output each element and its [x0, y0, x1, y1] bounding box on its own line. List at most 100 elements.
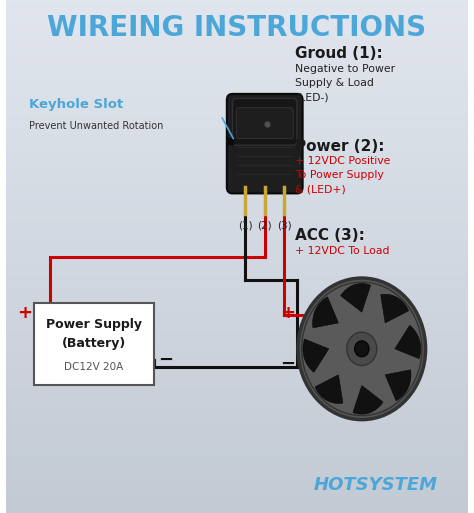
Bar: [6, 116, 468, 121]
Bar: [6, 203, 468, 207]
Bar: [6, 423, 468, 427]
Bar: [6, 259, 468, 263]
Bar: [6, 323, 468, 328]
Bar: [6, 302, 468, 306]
Bar: [6, 358, 468, 362]
Bar: [6, 17, 468, 22]
Bar: [6, 215, 468, 220]
Bar: [6, 56, 468, 61]
Bar: [6, 285, 468, 289]
Bar: [6, 90, 468, 95]
Bar: [6, 39, 468, 43]
Bar: [6, 483, 468, 487]
Bar: [6, 401, 468, 405]
Bar: [6, 314, 468, 319]
Bar: [6, 82, 468, 86]
Bar: [6, 496, 468, 500]
Bar: [6, 366, 468, 371]
Text: −: −: [280, 355, 295, 373]
Text: + 12VDC Positive
To Power Supply
& (LED+): + 12VDC Positive To Power Supply & (LED+…: [295, 156, 390, 194]
Bar: [6, 263, 468, 267]
Bar: [6, 177, 468, 181]
Text: (3): (3): [277, 220, 292, 230]
Bar: [6, 134, 468, 138]
Bar: [6, 207, 468, 211]
Text: DC12V 20A: DC12V 20A: [64, 362, 123, 372]
Bar: [6, 125, 468, 129]
Bar: [6, 151, 468, 155]
FancyBboxPatch shape: [34, 303, 154, 385]
Text: −: −: [158, 351, 173, 369]
Bar: [6, 319, 468, 323]
Bar: [6, 121, 468, 125]
Bar: [6, 414, 468, 418]
Bar: [6, 95, 468, 99]
Circle shape: [355, 341, 369, 357]
Circle shape: [302, 282, 422, 416]
Bar: [6, 409, 468, 414]
Circle shape: [298, 278, 426, 420]
Bar: [6, 341, 468, 345]
Bar: [6, 504, 468, 509]
Bar: [6, 457, 468, 461]
Text: + 12VDC To Load: + 12VDC To Load: [295, 246, 389, 256]
Bar: [6, 267, 468, 271]
Bar: [6, 47, 468, 52]
Bar: [6, 194, 468, 199]
Bar: [6, 466, 468, 470]
Bar: [6, 306, 468, 310]
Bar: [6, 444, 468, 448]
Bar: [6, 30, 468, 34]
Text: Prevent Unwanted Rotation: Prevent Unwanted Rotation: [29, 121, 164, 130]
Bar: [6, 276, 468, 280]
Bar: [6, 43, 468, 47]
Bar: [6, 237, 468, 242]
Bar: [6, 104, 468, 108]
Bar: [6, 298, 468, 302]
Bar: [6, 349, 468, 353]
Text: (2): (2): [257, 220, 272, 230]
Bar: [6, 353, 468, 358]
Text: HOTSYSTEM: HOTSYSTEM: [314, 476, 438, 494]
Bar: [6, 142, 468, 147]
Bar: [6, 384, 468, 388]
Bar: [6, 405, 468, 409]
Wedge shape: [353, 386, 383, 414]
Wedge shape: [381, 294, 409, 323]
Bar: [6, 271, 468, 276]
Text: WIREING INSTRUCTIONS: WIREING INSTRUCTIONS: [47, 14, 427, 42]
Bar: [6, 431, 468, 436]
Bar: [6, 440, 468, 444]
Bar: [6, 397, 468, 401]
Bar: [6, 86, 468, 90]
Bar: [6, 108, 468, 112]
Bar: [6, 9, 468, 13]
Bar: [6, 228, 468, 233]
Bar: [6, 461, 468, 466]
Bar: [6, 362, 468, 366]
Bar: [6, 379, 468, 384]
Bar: [6, 254, 468, 259]
Bar: [6, 491, 468, 496]
Bar: [6, 250, 468, 254]
Bar: [6, 242, 468, 246]
Bar: [6, 185, 468, 190]
Bar: [6, 487, 468, 491]
Text: Groud (1):: Groud (1):: [295, 46, 383, 61]
Bar: [6, 69, 468, 73]
Bar: [6, 112, 468, 116]
Bar: [6, 13, 468, 17]
Bar: [6, 181, 468, 185]
Bar: [6, 474, 468, 479]
Bar: [6, 147, 468, 151]
Circle shape: [347, 332, 377, 365]
Bar: [6, 168, 468, 172]
Bar: [6, 65, 468, 69]
Bar: [6, 0, 468, 4]
Text: +: +: [280, 304, 295, 322]
Bar: [6, 164, 468, 168]
Bar: [6, 246, 468, 250]
Bar: [6, 99, 468, 104]
Bar: [6, 509, 468, 513]
Bar: [6, 160, 468, 164]
